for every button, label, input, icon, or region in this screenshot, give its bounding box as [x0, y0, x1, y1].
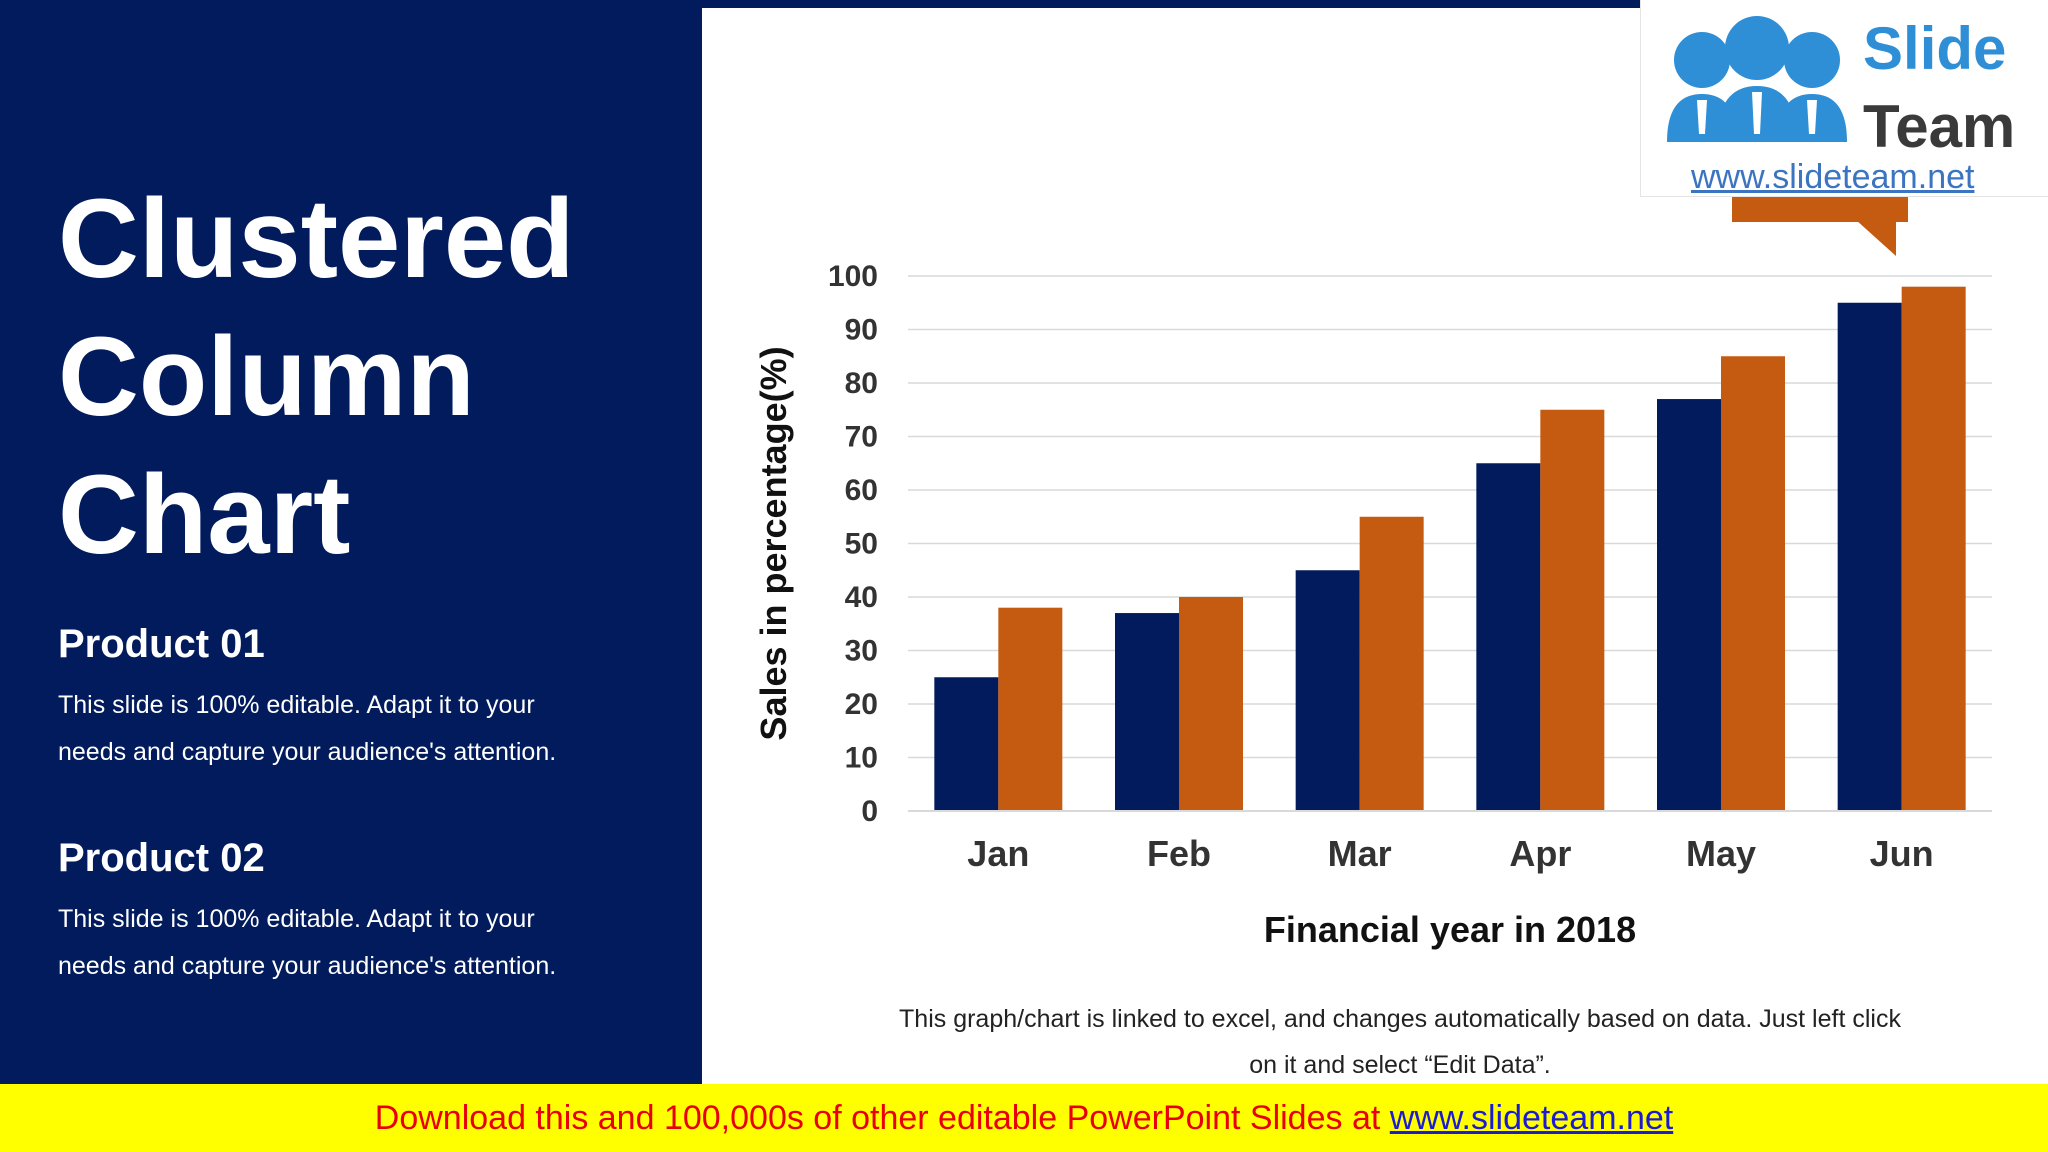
y-tick-label: 60 — [845, 474, 878, 507]
x-axis-title: Financial year in 2018 — [1264, 909, 1636, 950]
bar — [1115, 613, 1179, 811]
footer-text: Download this and 100,000s of other edit… — [374, 1099, 1390, 1137]
left-panel — [0, 0, 702, 1084]
product-02-text-line: This slide is 100% editable. Adapt it to… — [58, 905, 535, 933]
clustered-column-chart: 0 10 20 30 40 50 60 70 80 90 100 Jan Feb Mar Apr May Jun… — [753, 260, 1992, 950]
y-tick-label: 90 — [845, 314, 878, 347]
product-02-heading: Product 02 — [58, 836, 265, 880]
bar — [934, 677, 999, 811]
product-02-text-line: needs and capture your audience's attent… — [58, 952, 557, 980]
bar — [1540, 409, 1605, 811]
slide-title-line: Column — [58, 314, 475, 439]
value-callout-tail — [1856, 220, 1896, 256]
y-tick-label: 70 — [845, 421, 878, 454]
bar — [1295, 570, 1360, 811]
product-01-text-line: This slide is 100% editable. Adapt it to… — [58, 691, 535, 719]
logo-url-link[interactable]: www.slideteam.net — [1691, 158, 1975, 196]
slide-title-line: Chart — [58, 452, 351, 577]
footer-link[interactable]: www.slideteam.net — [1389, 1099, 1674, 1137]
y-tick-label: 50 — [845, 528, 878, 561]
product-02-text: This slide is 100% editable. Adapt it to… — [58, 896, 658, 990]
bar — [998, 607, 1063, 811]
x-tick-label: Jun — [1870, 833, 1934, 874]
logo-word-team: Team — [1863, 93, 2016, 160]
bar — [1837, 302, 1902, 811]
x-tick-label: Jan — [967, 833, 1029, 874]
slideteam-logo: Slide Team www.slideteam.net — [1640, 0, 2048, 197]
slide-title-line: Clustered — [58, 176, 575, 301]
bar — [1476, 463, 1541, 811]
y-tick-label: 40 — [845, 581, 878, 614]
bar — [1657, 399, 1721, 811]
bar — [1901, 286, 1966, 811]
bar — [1721, 356, 1785, 811]
top-strip — [702, 0, 2048, 8]
x-tick-label: Mar — [1328, 833, 1392, 874]
footer-bar: Download this and 100,000s of other edit… — [0, 1084, 2048, 1152]
y-tick-label: 30 — [845, 635, 878, 668]
y-tick-label: 10 — [845, 742, 878, 775]
x-tick-label: May — [1686, 833, 1756, 874]
product-01-heading: Product 01 — [58, 622, 265, 666]
x-tick-label: Apr — [1509, 833, 1571, 874]
bar — [1359, 516, 1424, 811]
product-01-text: This slide is 100% editable. Adapt it to… — [58, 682, 658, 776]
people-icon — [1667, 16, 1847, 142]
x-tick-label: Feb — [1147, 833, 1211, 874]
y-axis-title: Sales in percentage(%) — [753, 346, 794, 740]
chart-caption-line: on it and select “Edit Data”. — [1249, 1051, 1551, 1079]
y-tick-label: 100 — [828, 260, 878, 293]
chart-caption: This graph/chart is linked to excel, and… — [860, 996, 1940, 1088]
y-tick-label: 80 — [845, 367, 878, 400]
y-tick-label: 20 — [845, 688, 878, 721]
bar — [1179, 597, 1243, 811]
slide-title: Clustered Column Chart — [58, 170, 678, 584]
y-tick-label: 0 — [861, 795, 878, 828]
chart-caption-line: This graph/chart is linked to excel, and… — [899, 1005, 1901, 1033]
logo-word-slide: Slide — [1863, 15, 2007, 82]
product-01-text-line: needs and capture your audience's attent… — [58, 738, 557, 766]
